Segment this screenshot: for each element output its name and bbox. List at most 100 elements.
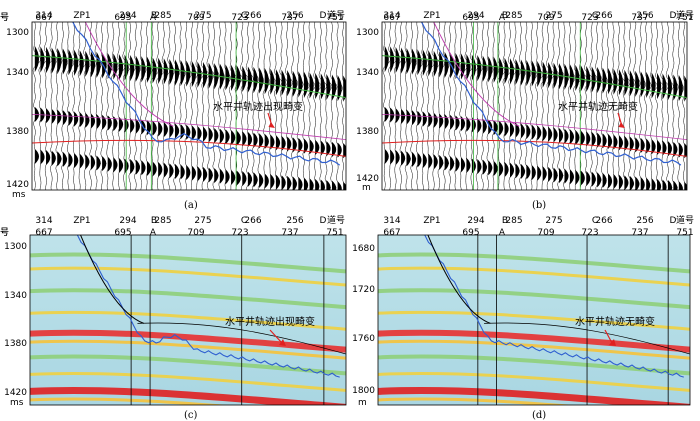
trace-bottom-label: 709 <box>537 228 554 238</box>
trace-top-label: 285 <box>154 11 171 21</box>
trace-bottom-label: 723 <box>581 228 598 238</box>
trace-bottom-label: 667 <box>383 13 400 23</box>
trace-top-label: 294 <box>467 216 484 226</box>
trace-bottom-label: 737 <box>631 228 648 238</box>
panel-c-caption: (c) <box>184 410 198 421</box>
trace-top-label: 256 <box>636 11 653 21</box>
panel-a-caption: (a) <box>184 200 198 211</box>
trace-top-label: 266 <box>595 216 612 226</box>
trace-top-label: C <box>592 11 598 21</box>
trace-top-label: 256 <box>286 216 303 226</box>
panel-c-color-section <box>30 235 346 405</box>
trace-top-label: 266 <box>244 216 261 226</box>
trace-bottom-label: 737 <box>281 228 298 238</box>
trace-top-label: 256 <box>286 11 303 21</box>
trace-bottom-label: 667 <box>35 228 52 238</box>
trace-top-label: 294 <box>467 11 484 21</box>
y-tick-label: 1680 <box>352 244 375 254</box>
trace-top-label: C <box>241 216 247 226</box>
trace-top-label: 道号 <box>676 9 694 21</box>
trace-top-label: 294 <box>119 216 136 226</box>
panel-d-annotation: 水平井轨迹无畸变 <box>575 315 655 328</box>
y-tick-label: 1300 <box>356 28 379 38</box>
trace-top-label: 294 <box>119 11 136 21</box>
trace-bottom-label: 695 <box>462 228 479 238</box>
trace-bottom-label: 737 <box>631 13 648 23</box>
trace-bottom-label: 751 <box>676 13 693 23</box>
trace-top-label: 道号 <box>327 214 345 226</box>
trace-top-label: 275 <box>545 11 562 21</box>
trace-top-label: 道号 <box>327 9 345 21</box>
trace-top-label: D <box>320 216 327 226</box>
trace-top-label: D <box>320 11 327 21</box>
y-tick-label: 1420 <box>4 388 27 398</box>
y-tick-label: 1300 <box>4 242 27 252</box>
trace-bottom-label: 667 <box>35 13 52 23</box>
trace-bottom-label: 709 <box>187 228 204 238</box>
trace-top-label: 314 <box>35 216 52 226</box>
trace-top-label: 285 <box>505 216 522 226</box>
panel-b-caption: (b) <box>532 200 546 211</box>
trace-bottom-label: 695 <box>114 228 131 238</box>
trace-bottom-label: 751 <box>676 228 693 238</box>
trace-top-label: ZP1 <box>423 11 440 21</box>
trace-top-label: 275 <box>194 216 211 226</box>
y-tick-label: 1720 <box>352 285 375 295</box>
panel-d-caption: (d) <box>532 410 546 421</box>
trace-bottom-label: 709 <box>187 13 204 23</box>
trace-bottom-label: A <box>150 228 157 238</box>
trace-bottom-label: 线号 <box>0 226 9 238</box>
trace-top-label: D <box>670 216 677 226</box>
trace-top-label: ZP1 <box>423 216 440 226</box>
y-unit-label: ms <box>10 398 24 408</box>
trace-top-label: ZP1 <box>73 11 90 21</box>
trace-bottom-label: 737 <box>281 13 298 23</box>
trace-top-label: 266 <box>595 11 612 21</box>
panel-a-wiggle-section <box>32 22 346 190</box>
trace-bottom-label: 695 <box>114 13 131 23</box>
panel-a-annotation: 水平井轨迹出现畸变 <box>213 100 303 113</box>
y-tick-label: 1340 <box>356 68 379 78</box>
trace-top-label: ZP1 <box>73 216 90 226</box>
y-unit-label: m <box>358 398 367 408</box>
panel-b-wiggle-section <box>382 22 687 190</box>
trace-bottom-label: A <box>499 13 506 23</box>
y-tick-label: 1340 <box>6 68 29 78</box>
y-tick-label: 1420 <box>6 180 29 190</box>
trace-bottom-label: 线号 <box>0 11 9 23</box>
trace-bottom-label: A <box>150 13 157 23</box>
trace-top-label: 道号 <box>676 214 694 226</box>
trace-bottom-label: 709 <box>537 13 554 23</box>
trace-top-label: C <box>241 11 247 21</box>
y-tick-label: 1800 <box>352 386 375 396</box>
y-unit-label: ms <box>12 190 26 200</box>
trace-top-label: 314 <box>383 11 400 21</box>
trace-bottom-label: 线号 <box>0 11 9 23</box>
trace-top-label: B <box>151 11 157 21</box>
y-tick-label: 1300 <box>6 28 29 38</box>
trace-top-label: 285 <box>154 216 171 226</box>
trace-bottom-label: 667 <box>383 228 400 238</box>
trace-bottom-label: 751 <box>326 13 343 23</box>
panel-d-color-section <box>378 235 690 405</box>
trace-top-label: 314 <box>35 11 52 21</box>
y-tick-label: 1380 <box>6 127 29 137</box>
trace-top-label: B <box>151 216 157 226</box>
trace-top-label: D <box>670 11 677 21</box>
panel-d-y-axis: 1680 1720 1760 1800 m <box>352 244 375 408</box>
y-tick-label: 1760 <box>352 334 375 344</box>
y-tick-label: 1340 <box>4 291 27 301</box>
trace-bottom-label: A <box>499 228 506 238</box>
y-tick-label: 1380 <box>356 127 379 137</box>
y-tick-label: 1380 <box>4 339 27 349</box>
